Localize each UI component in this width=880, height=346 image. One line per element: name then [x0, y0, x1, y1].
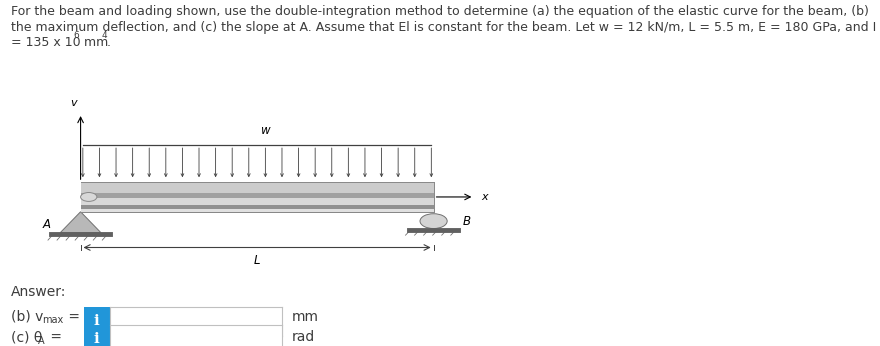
Text: A: A	[42, 218, 51, 230]
Polygon shape	[81, 205, 434, 209]
Circle shape	[420, 214, 447, 228]
Text: 4: 4	[101, 31, 106, 40]
Text: L: L	[253, 254, 260, 267]
Text: Answer:: Answer:	[11, 285, 66, 299]
Text: B: B	[463, 215, 471, 228]
Text: 6: 6	[73, 31, 79, 40]
Text: For the beam and loading shown, use the double-integration method to determine (: For the beam and loading shown, use the …	[11, 5, 869, 18]
Polygon shape	[81, 198, 434, 205]
Circle shape	[81, 192, 97, 201]
Text: .: .	[106, 36, 111, 49]
Text: x: x	[481, 192, 488, 202]
Text: i: i	[94, 333, 99, 346]
Text: i: i	[94, 315, 99, 328]
Polygon shape	[81, 182, 434, 212]
Text: (b) v: (b) v	[11, 310, 43, 324]
Polygon shape	[81, 209, 434, 212]
Polygon shape	[81, 193, 434, 198]
Text: rad: rad	[292, 330, 315, 344]
Text: max: max	[42, 315, 63, 325]
Text: = 135 x 10: = 135 x 10	[11, 36, 80, 49]
Text: (c) θ: (c) θ	[11, 330, 42, 344]
Text: mm: mm	[292, 310, 319, 324]
Text: =: =	[64, 310, 84, 324]
Polygon shape	[60, 212, 101, 233]
Text: v: v	[70, 98, 77, 108]
Text: =: =	[46, 330, 66, 344]
Text: A: A	[38, 336, 45, 346]
Text: w: w	[261, 124, 271, 137]
Text: mm: mm	[80, 36, 108, 49]
Polygon shape	[81, 182, 434, 193]
Text: the maximum deflection, and (c) the slope at A. Assume that El is constant for t: the maximum deflection, and (c) the slop…	[11, 21, 876, 34]
